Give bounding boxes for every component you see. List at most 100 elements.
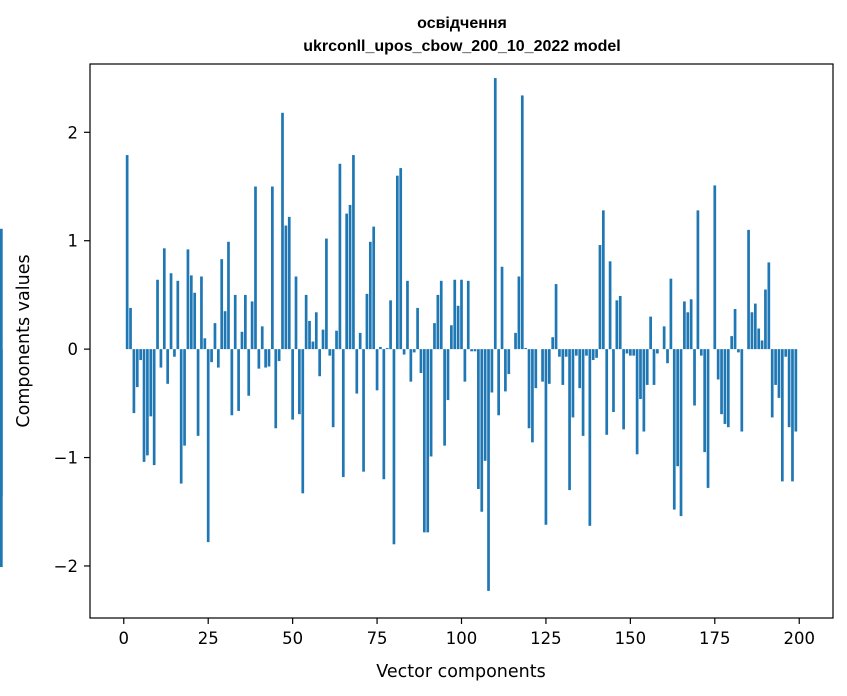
bar-83 (402, 349, 406, 355)
bar-100 (460, 279, 463, 350)
bar-182 (737, 349, 740, 353)
bar-119 (524, 348, 528, 350)
bar-95 (443, 349, 446, 446)
bar-43 (267, 349, 271, 367)
plot-frame (89, 63, 834, 619)
bar-165 (679, 349, 683, 517)
bar-47 (281, 112, 284, 350)
bar-76 (379, 346, 382, 350)
bar-65 (341, 349, 345, 478)
bar-172 (703, 349, 707, 453)
y-tick-label: 0 (68, 340, 79, 359)
y-axis-label: Components values (14, 254, 34, 427)
bar-18 (183, 349, 186, 446)
x-axis-label: Vector components (376, 662, 545, 682)
bar-14 (169, 273, 173, 350)
bar-151 (632, 349, 636, 356)
bar-52 (298, 349, 301, 415)
bar-198 (791, 349, 794, 482)
x-tick-label: 125 (530, 629, 562, 648)
bar-42 (264, 349, 267, 368)
bar-122 (534, 349, 538, 389)
bar-38 (250, 301, 254, 350)
bar-161 (666, 349, 669, 364)
bar-150 (629, 349, 632, 356)
bar-91 (429, 349, 433, 457)
bar-168 (689, 299, 693, 350)
bar-134 (574, 349, 578, 356)
bar-89 (423, 349, 426, 533)
bar-135 (578, 349, 582, 389)
bar-49 (287, 216, 291, 350)
bar-152 (635, 349, 639, 455)
bar-104 (473, 349, 477, 352)
bar-109 (490, 349, 494, 393)
y-tick-label: 1 (68, 232, 79, 251)
bar-72 (365, 293, 369, 350)
bar-183 (740, 349, 744, 432)
bar-29 (220, 259, 224, 350)
bar-53 (301, 349, 305, 494)
bar-8 (149, 349, 153, 417)
bar-125 (544, 349, 548, 525)
bar-33 (233, 294, 237, 350)
bar-35 (240, 331, 244, 350)
bar-40 (257, 349, 261, 369)
bar-1 (125, 155, 129, 350)
bar-31 (227, 241, 230, 350)
bar-169 (693, 349, 696, 406)
bar-136 (581, 349, 585, 436)
bar-94 (439, 280, 443, 350)
bar-55 (308, 320, 311, 350)
bar-58 (318, 349, 321, 377)
bar-87 (416, 307, 419, 350)
bar-16 (176, 280, 180, 350)
bar-92 (433, 323, 436, 350)
bar-96 (446, 349, 450, 401)
bar-60 (325, 238, 328, 350)
bar-185 (747, 229, 750, 350)
bar-5 (139, 349, 143, 360)
bar-79 (389, 300, 392, 350)
x-tick-label: 75 (367, 629, 388, 648)
x-tick-label: 150 (615, 629, 647, 648)
bar-128 (554, 284, 558, 350)
bar-85 (409, 349, 413, 382)
bar-34 (237, 349, 240, 411)
bar-143 (605, 349, 609, 435)
bar-undefined (0, 228, 3, 350)
bar-74 (372, 226, 376, 350)
bar-153 (639, 349, 642, 399)
bar-37 (247, 349, 251, 396)
bar-61 (328, 349, 332, 356)
bar-15 (173, 349, 176, 357)
x-tick-label: 0 (119, 629, 130, 648)
bar-181 (733, 309, 737, 350)
bar-129 (558, 349, 561, 357)
y-tick-label: 2 (68, 123, 79, 142)
bar-130 (561, 349, 565, 385)
bar-19 (186, 249, 190, 350)
bar-56 (311, 341, 315, 350)
bar-137 (585, 349, 588, 356)
chart-subtitle: ukrconll_upos_cbow_200_10_2022 model (303, 38, 620, 55)
bar-59 (321, 329, 325, 350)
bar-9 (152, 349, 156, 466)
bar-107 (483, 349, 487, 461)
bar-45 (274, 349, 278, 429)
bar-147 (618, 296, 622, 350)
bar-54 (304, 294, 308, 350)
bar-10 (156, 279, 159, 350)
bar-108 (487, 349, 490, 591)
bar-118 (520, 95, 524, 350)
bar-121 (531, 349, 534, 443)
bar-69 (355, 349, 359, 394)
x-tick-label: 50 (282, 629, 303, 648)
bar-64 (338, 163, 342, 350)
bar-22 (196, 349, 200, 436)
bar-24 (203, 338, 207, 350)
bar-68 (352, 155, 355, 350)
x-ticks: 0 25 50 75 100 125 150 175 200 (119, 618, 815, 648)
bar-57 (314, 312, 318, 350)
